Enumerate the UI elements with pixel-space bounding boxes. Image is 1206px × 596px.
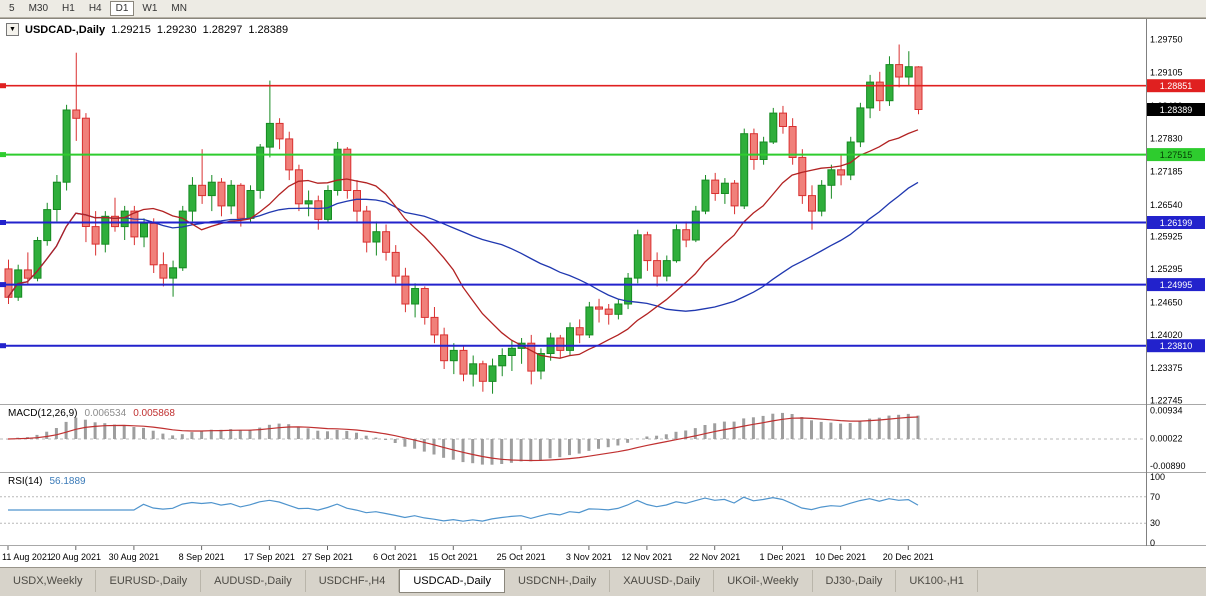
price-badge-1.27515[interactable]: 1.27515 <box>1147 148 1205 162</box>
chart-tab-usdx-weekly[interactable]: USDX,Weekly <box>0 570 97 592</box>
chart-tabs-bar: USDX,Weekly EURUSD-,Daily AUDUSD-,Daily USD… <box>0 567 1206 596</box>
macd-signal-value: 0.005868 <box>133 408 175 419</box>
rsi-indicator-label: RSI(14) 56.1889 <box>8 476 86 487</box>
macd-name: MACD(12,26,9) <box>8 408 78 419</box>
svg-text:1.26540: 1.26540 <box>1150 200 1183 210</box>
ohlc-open: 1.29215 <box>111 23 151 36</box>
macd-main-value: 0.006534 <box>84 408 127 419</box>
svg-text:-0.00890: -0.00890 <box>1150 461 1186 471</box>
svg-text:12 Nov 2021: 12 Nov 2021 <box>621 552 672 562</box>
ohlc-high: 1.29230 <box>156 23 197 36</box>
svg-text:1.27515: 1.27515 <box>1160 150 1193 160</box>
svg-text:25 Oct 2021: 25 Oct 2021 <box>497 552 546 562</box>
price-badge-1.28851[interactable]: 1.28851 <box>1147 79 1205 93</box>
svg-text:3 Nov 2021: 3 Nov 2021 <box>566 552 612 562</box>
svg-text:1.25295: 1.25295 <box>1150 264 1183 274</box>
svg-text:1.28389: 1.28389 <box>1160 105 1193 115</box>
svg-text:8 Sep 2021: 8 Sep 2021 <box>179 552 225 562</box>
chart-menu-icon[interactable]: ▼ <box>6 23 19 36</box>
svg-text:1.23375: 1.23375 <box>1150 363 1183 373</box>
svg-text:1.24650: 1.24650 <box>1150 297 1183 307</box>
svg-text:17 Sep 2021: 17 Sep 2021 <box>244 552 295 562</box>
price-badge-1.24995[interactable]: 1.24995 <box>1147 278 1205 292</box>
timeframe-button-h1[interactable]: H1 <box>62 3 75 14</box>
svg-text:1.27185: 1.27185 <box>1150 167 1183 177</box>
svg-text:0: 0 <box>1150 538 1155 548</box>
svg-text:1.26199: 1.26199 <box>1160 218 1193 228</box>
svg-text:70: 70 <box>1150 492 1160 502</box>
chart-tab-uk100-h1[interactable]: UK100-,H1 <box>896 570 978 592</box>
svg-text:1.22745: 1.22745 <box>1150 396 1183 406</box>
timeframe-button-d1[interactable]: D1 <box>109 1 135 16</box>
chart-tab-ukoil-weekly[interactable]: UKOil-,Weekly <box>714 570 813 592</box>
svg-text:20 Dec 2021: 20 Dec 2021 <box>883 552 934 562</box>
hline-1.27515[interactable] <box>0 152 1146 158</box>
svg-text:1.23810: 1.23810 <box>1160 341 1193 351</box>
svg-text:1.24995: 1.24995 <box>1160 280 1193 290</box>
chart-tab-usdchf-h4[interactable]: USDCHF-,H4 <box>306 570 400 592</box>
timeframe-button-mn[interactable]: MN <box>171 3 187 14</box>
hline-1.24995[interactable] <box>0 282 1146 288</box>
svg-text:1.28851: 1.28851 <box>1160 81 1193 91</box>
svg-text:30 Aug 2021: 30 Aug 2021 <box>109 552 160 562</box>
svg-text:11 Aug 2021: 11 Aug 2021 <box>2 552 52 562</box>
chart-symbol-period: USDCAD-,Daily <box>25 23 106 36</box>
ohlc-close: 1.28389 <box>248 23 289 36</box>
rsi-panel: 100 70 30 0 <box>0 472 1165 548</box>
svg-text:6 Oct 2021: 6 Oct 2021 <box>373 552 417 562</box>
timeframe-button-w1[interactable]: W1 <box>142 3 158 14</box>
hline-1.26199[interactable] <box>0 220 1146 225</box>
svg-text:1.27830: 1.27830 <box>1150 133 1183 143</box>
chart-tab-audusd-daily[interactable]: AUDUSD-,Daily <box>201 570 306 592</box>
svg-text:0.00022: 0.00022 <box>1150 433 1183 443</box>
svg-text:1.24020: 1.24020 <box>1150 330 1183 340</box>
price-badge-1.26199[interactable]: 1.26199 <box>1147 216 1205 229</box>
timeframe-button-5[interactable]: 5 <box>9 3 15 14</box>
panel-dividers <box>0 404 1206 546</box>
svg-text:0.00934: 0.00934 <box>1150 406 1183 416</box>
svg-text:100: 100 <box>1150 472 1165 482</box>
timeframe-button-m30[interactable]: M30 <box>28 3 49 14</box>
svg-text:10 Dec 2021: 10 Dec 2021 <box>815 552 866 562</box>
rsi-value: 56.1889 <box>49 476 86 487</box>
svg-text:1.25925: 1.25925 <box>1150 232 1183 242</box>
macd-indicator-label: MACD(12,26,9) 0.006534 0.005868 <box>8 408 175 419</box>
chart-tab-xauusd-daily[interactable]: XAUUSD-,Daily <box>610 570 715 592</box>
hline-1.23810[interactable] <box>0 343 1146 349</box>
ohlc-low: 1.28297 <box>202 23 243 36</box>
chart-window[interactable]: 0.00934 0.00022 -0.00890 100 70 30 0 11 Aug 202… <box>0 18 1206 567</box>
svg-text:27 Sep 2021: 27 Sep 2021 <box>302 552 353 562</box>
current-price-badge[interactable]: 1.28389 <box>1147 103 1205 116</box>
macd-panel: 0.00934 0.00022 -0.00890 <box>0 406 1186 471</box>
timeframe-button-h4[interactable]: H4 <box>88 3 102 14</box>
chart-tab-usdcnh-daily[interactable]: USDCNH-,Daily <box>505 570 611 592</box>
chart-tab-dj30-daily[interactable]: DJ30-,Daily <box>813 570 897 592</box>
chart-tab-usdcad-daily[interactable]: USDCAD-,Daily <box>399 569 505 593</box>
timeframe-toolbar: 5 M30 H1 H4 D1 W1 MN <box>0 0 1206 18</box>
svg-text:30: 30 <box>1150 518 1160 528</box>
candles-layer <box>4 44 923 394</box>
chart-title: ▼ USDCAD-,Daily 1.29215 1.29230 1.28297 … <box>6 23 288 36</box>
svg-text:1.29105: 1.29105 <box>1150 68 1183 78</box>
chart-tab-eurusd-daily[interactable]: EURUSD-,Daily <box>96 570 202 592</box>
svg-text:22 Nov 2021: 22 Nov 2021 <box>689 552 740 562</box>
price-badge-1.23810[interactable]: 1.23810 <box>1147 339 1205 353</box>
svg-text:1 Dec 2021: 1 Dec 2021 <box>759 552 805 562</box>
svg-text:20 Aug 2021: 20 Aug 2021 <box>51 552 102 562</box>
rsi-name: RSI(14) <box>8 476 43 487</box>
svg-text:15 Oct 2021: 15 Oct 2021 <box>429 552 478 562</box>
hline-1.28851[interactable] <box>0 83 1146 89</box>
svg-text:1.29750: 1.29750 <box>1150 34 1183 44</box>
